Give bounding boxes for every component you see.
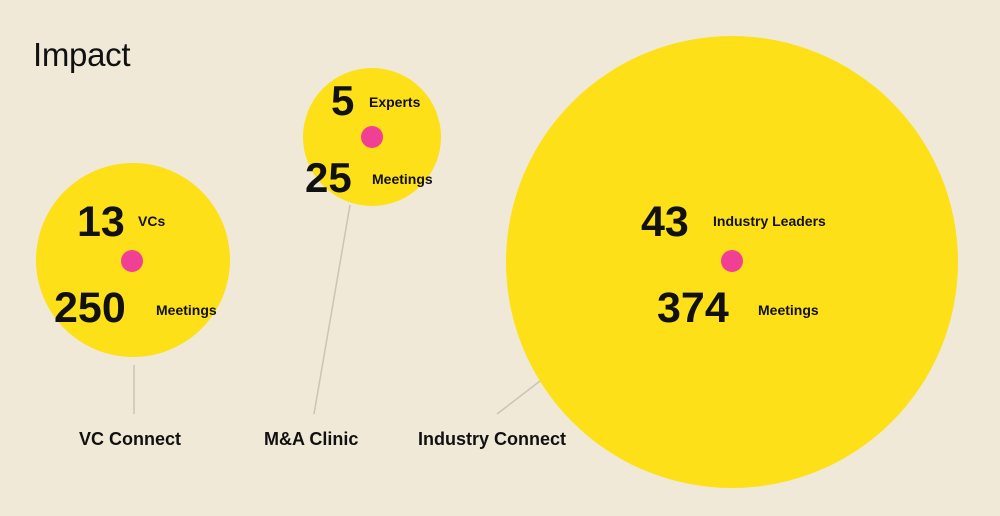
ma-clinic-connector [313, 204, 351, 415]
industry-connect-stat2-value: 374 [657, 284, 729, 332]
vc-connect-stat1-value: 13 [77, 198, 125, 246]
industry-connect-label: Industry Connect [418, 429, 567, 449]
ma-clinic-dot [361, 126, 383, 148]
industry-connect-dot [721, 250, 743, 272]
page-title: Impact [33, 36, 131, 73]
industry-connect-stat1-value: 43 [641, 198, 689, 246]
ma-clinic-stat1-unit: Experts [369, 94, 421, 110]
industry-connect-stat2-unit: Meetings [758, 302, 819, 318]
industry-connect-stat1-unit: Industry Leaders [713, 213, 826, 229]
ma-clinic-stat1-value: 5 [331, 77, 355, 124]
ma-clinic-stat2-unit: Meetings [372, 171, 433, 187]
ma-clinic-label: M&A Clinic [264, 429, 359, 449]
ma-clinic-stat2-value: 25 [305, 154, 352, 201]
industry-connect-connector [496, 380, 541, 415]
vc-connect-label: VC Connect [79, 429, 182, 449]
vc-connect-dot [121, 250, 143, 272]
vc-connect-stat1-unit: VCs [138, 213, 166, 229]
vc-connect-stat2-value: 250 [54, 284, 126, 332]
vc-connect-stat2-unit: Meetings [156, 302, 217, 318]
